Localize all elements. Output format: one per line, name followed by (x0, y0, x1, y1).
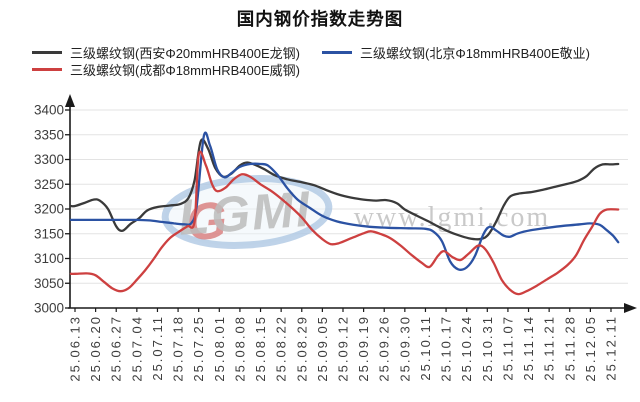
legend-label-xian: 三级螺纹钢(西安Φ20mmHRB400E龙钢) (70, 45, 300, 61)
x-tick-label: 25.07.18 (171, 315, 186, 382)
legend-dash-black (32, 50, 62, 54)
legend-label-beijing: 三级螺纹钢(北京Φ18mmHRB400E敬业) (360, 45, 590, 61)
x-tick-label: 25.07.04 (129, 315, 144, 382)
legend-dash-blue (322, 50, 352, 54)
legend-item-chengdu: 三级螺纹钢(成都Φ18mmHRB400E威钢) (32, 61, 300, 78)
x-tick-label: 25.06.27 (109, 315, 124, 382)
x-tick-label: 25.08.22 (274, 315, 289, 382)
y-tick-label: 3050 (34, 276, 64, 291)
chart-title: 国内钢价指数走势图 (236, 9, 404, 29)
series-line-chengdu-weigang (69, 150, 620, 296)
x-tick-label: 25.10.31 (480, 315, 495, 382)
x-tick-label: 25.08.01 (212, 315, 227, 382)
y-tick-label: 3200 (34, 202, 64, 217)
x-tick-label: 25.11.14 (521, 315, 536, 381)
x-tick-label: 25.12.11 (603, 315, 618, 381)
x-tick-label: 25.06.20 (88, 315, 103, 382)
legend-item-xian: 三级螺纹钢(西安Φ20mmHRB400E龙钢) (32, 44, 300, 61)
x-tick-label: 25.10.17 (439, 315, 454, 382)
x-tick-label: 25.09.12 (335, 315, 350, 382)
legend-label-chengdu: 三级螺纹钢(成都Φ18mmHRB400E威钢) (70, 62, 300, 78)
y-tick-label: 3000 (34, 301, 64, 316)
x-tick-label: 25.10.11 (418, 315, 433, 381)
y-axis-arrow-icon (65, 94, 75, 107)
y-axis-labels: 3000 3050 3100 3150 3200 3250 3300 3350 3400 (34, 103, 70, 316)
x-tick-label: 25.07.25 (191, 315, 206, 382)
gridlines (70, 109, 628, 284)
x-tick-label: 25.11.28 (562, 315, 577, 381)
x-tick-label: 25.11.21 (542, 315, 557, 381)
x-tick-label: 25.09.30 (397, 315, 412, 382)
y-tick-label: 3100 (34, 251, 64, 266)
x-axis-arrow-icon (624, 303, 637, 313)
x-axis-labels: 25.06.13 25.06.20 25.06.27 25.07.04 25.07.11… (68, 308, 618, 382)
x-tick-label: 25.12.05 (583, 315, 598, 382)
legend-item-beijing: 三级螺纹钢(北京Φ18mmHRB400E敬业) (322, 44, 590, 61)
x-tick-label: 25.09.19 (356, 315, 371, 382)
series-line-beijing-jingye (69, 131, 620, 271)
x-tick-label: 25.08.08 (232, 315, 247, 382)
x-tick-label: 25.09.26 (377, 315, 392, 382)
x-tick-label: 25.09.05 (315, 315, 330, 382)
x-tick-label: 25.11.07 (500, 315, 515, 381)
y-tick-label: 3300 (34, 152, 64, 167)
x-tick-label: 25.07.11 (150, 315, 165, 381)
y-tick-label: 3150 (34, 226, 64, 241)
legend-dash-red (32, 67, 62, 71)
series-line-xian-longgang (69, 138, 620, 241)
x-tick-label: 25.06.13 (68, 315, 83, 382)
y-tick-label: 3400 (34, 103, 64, 118)
x-tick-label: 25.10.24 (459, 315, 474, 382)
x-tick-label: 25.08.29 (294, 315, 309, 382)
x-tick-label: 25.08.15 (253, 315, 268, 382)
y-tick-label: 3350 (34, 127, 64, 142)
y-tick-label: 3250 (34, 177, 64, 192)
axes (65, 94, 637, 313)
